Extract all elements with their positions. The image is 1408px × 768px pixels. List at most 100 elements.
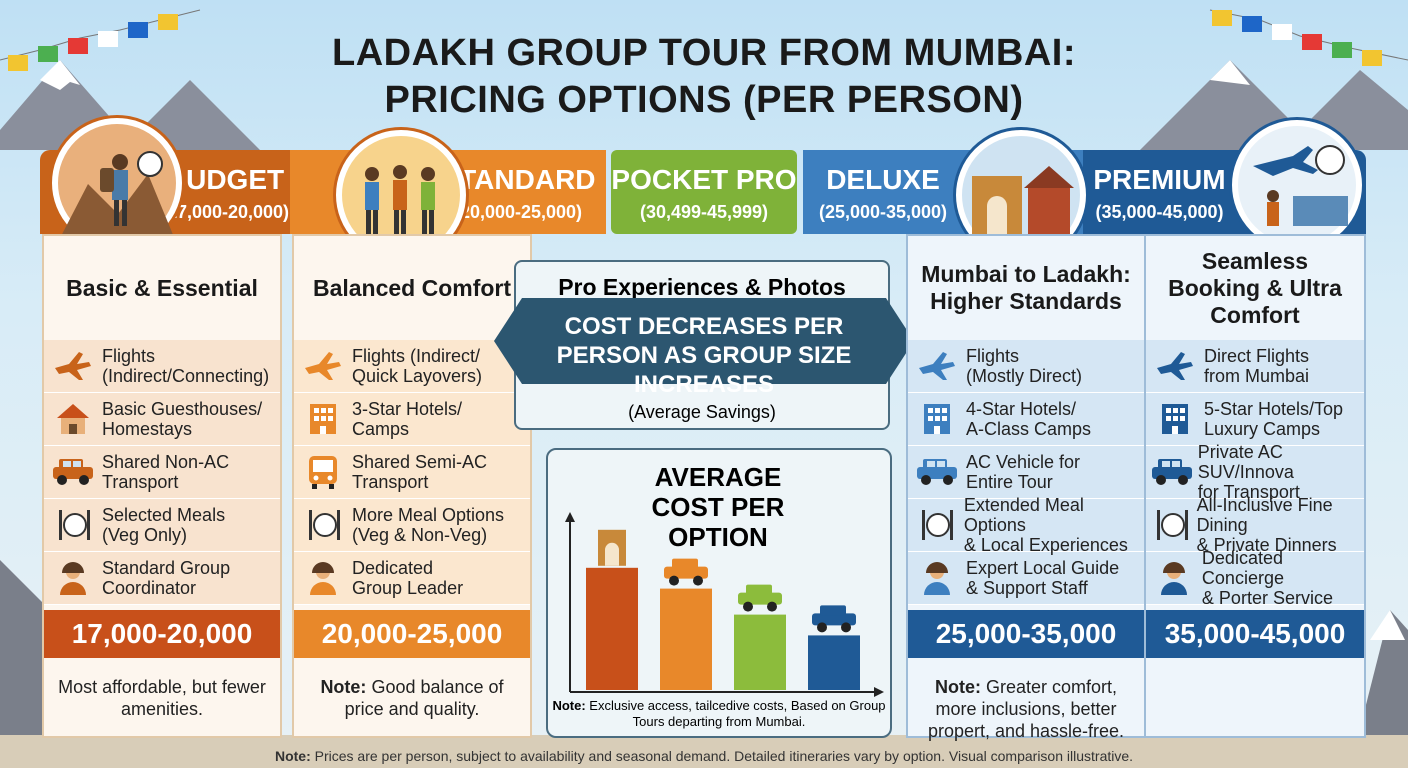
feature-line-1: Dedicated [352,558,434,578]
feature-text: Flights (Indirect/Quick Layovers) [352,346,482,386]
budget-tier-name: BUDGET [165,164,285,195]
feature-text: Shared Semi-AC Transport [352,452,487,492]
feature-text: Basic Guesthouses/Homestays [102,399,262,439]
feature-line-2: Camps [352,419,410,439]
feature-row: Dedicated Concierge & Porter Service [1146,548,1364,608]
meal-icon [1146,508,1197,542]
feature-line-1: 5-Star Hotels/Top [1204,399,1344,419]
bus-icon [294,454,352,490]
feature-line-2: (Veg Only) [102,525,188,545]
deluxe-tier-name: DELUXE [826,164,940,195]
feature-line-2: (Indirect/Connecting) [102,366,270,386]
standard-price: 20,000-25,000 [294,610,530,658]
feature-line-2: & Local Experiences [963,535,1128,555]
india-gate-icon [598,529,626,566]
feature-text: AC Vehicle for Entire Tour [966,452,1080,492]
premium-tier-name: PREMIUM [1093,164,1226,195]
feature-row: Direct Flights from Mumbai [1146,340,1364,393]
standard-note-label: Note: [320,677,367,697]
feature-row: Dedicated Group Leader [294,552,530,605]
feature-row: 5-Star Hotels/Top Luxury Camps [1146,393,1364,446]
feature-line-1: Standard Group [102,558,231,578]
feature-line-1: Shared Semi-AC [352,452,488,472]
deluxe-note-label: Note: [934,677,981,697]
feature-row: Basic Guesthouses/Homestays [44,393,280,446]
feature-line-2: from Mumbai [1204,366,1310,386]
bar-standard [660,588,712,690]
feature-row: Flights (Indirect/Connecting) [44,340,280,393]
meal-icon [294,508,352,542]
feature-text: Private AC SUV/Innova for Transport [1198,442,1364,502]
feature-text: Flights (Mostly Direct) [966,346,1082,386]
deluxe-price: 25,000-35,000 [908,610,1144,658]
deluxe-note-text: Greater comfort, more inclusions, better… [927,677,1125,741]
feature-line-2: Transport [102,472,179,492]
airplane-airport-icon [1232,120,1362,250]
person-icon [294,561,352,595]
footer-note-text: Prices are per person, subject to availa… [314,748,1134,764]
feature-text: All-Inclusive Fine Dining & Private Dinne… [1197,495,1364,555]
standard-tier-name: STANDARD [440,164,596,195]
feature-line-2: Entire Tour [966,472,1053,492]
feature-text: 5-Star Hotels/Top Luxury Camps [1204,399,1343,439]
feature-row: More Meal Options (Veg & Non-Veg) [294,499,530,552]
plane-icon [44,350,102,382]
feature-line-1: All-Inclusive Fine Dining [1196,495,1333,535]
pocket-pro-header: POCKET PRO (30,499-45,999) [611,150,797,234]
budget-feature-list: Flights (Indirect/Connecting) Basic Guesth… [44,340,280,605]
person-icon [1146,561,1202,595]
standard-note-text: Good balance of price and quality. [344,677,504,719]
footer-note: Note: Prices are per person, subject to … [0,748,1408,764]
feature-text: Direct Flights from Mumbai [1204,346,1309,386]
hotel-icon [294,402,352,436]
premium-feature-list: Direct Flights from Mumbai 5-Star Hotels/T… [1146,340,1364,608]
standard-note: Note: Good balance of price and quality. [294,658,530,720]
feature-line-2: Transport [352,472,429,492]
jeep-icon [812,605,856,633]
feature-line-1: Selected Meals [102,505,226,525]
feature-text: Selected Meals (Veg Only) [102,505,225,545]
pocket-pro-tier-name: POCKET PRO [611,164,797,195]
feature-line-2: for Transport [1197,482,1300,502]
premium-price: 35,000-45,000 [1146,610,1364,658]
title-line-1: LADAKH GROUP TOUR FROM MUMBAI: [332,32,1076,74]
person-icon [908,561,966,595]
feature-line-1: More Meal Options [352,505,505,525]
feature-line-1: Expert Local Guide [966,558,1120,578]
plane-icon [908,350,966,382]
feature-text: 4-Star Hotels/A-Class Camps [966,399,1091,439]
feature-text: 3-Star Hotels/Camps [352,399,462,439]
feature-row: Expert Local Guide & Support Staff [908,552,1144,605]
budget-heading: Basic & Essential [66,274,258,301]
standard-tier-range: (20,000-25,000) [453,202,583,222]
feature-text: Dedicated Concierge & Porter Service [1202,548,1364,608]
bar-budget [586,567,638,690]
jeep-icon [664,558,708,586]
bar-premium [808,635,860,690]
feature-line-1: Private AC SUV/Innova [1197,442,1294,482]
footer-note-label: Note: [274,748,311,764]
premium-card: Seamless Booking & Ultra Comfort Direct … [1144,234,1366,738]
feature-line-2: (Mostly Direct) [966,366,1082,386]
feature-line-1: Direct Flights [1204,346,1310,366]
pocket-pro-heading: Pro Experiences & Photos [558,274,846,300]
feature-line-2: & Porter Service [1201,588,1333,608]
premium-tier-range: (35,000-45,000) [1095,202,1224,222]
feature-row: Standard Group Coordinator [44,552,280,605]
average-cost-chart [565,512,884,697]
jeep-icon [738,584,782,612]
feature-row: 4-Star Hotels/A-Class Camps [908,393,1144,446]
feature-line-2: & Support Staff [966,578,1088,598]
feature-line-2: Luxury Camps [1204,419,1321,439]
feature-row: AC Vehicle for Entire Tour [908,446,1144,499]
feature-line-1: AC Vehicle for [966,452,1081,472]
premium-heading: Seamless Booking & Ultra Comfort [1168,247,1342,328]
chart-note-label: Note: [552,698,586,713]
jeep-icon [44,457,102,487]
feature-row: Shared Non-AC Transport [44,446,280,499]
feature-text: Expert Local Guide & Support Staff [966,558,1119,598]
feature-row: Selected Meals (Veg Only) [44,499,280,552]
standard-heading: Balanced Comfort [312,274,512,301]
deluxe-tier-range: (25,000-35,000) [818,202,948,222]
feature-text: Dedicated Group Leader [352,558,463,598]
